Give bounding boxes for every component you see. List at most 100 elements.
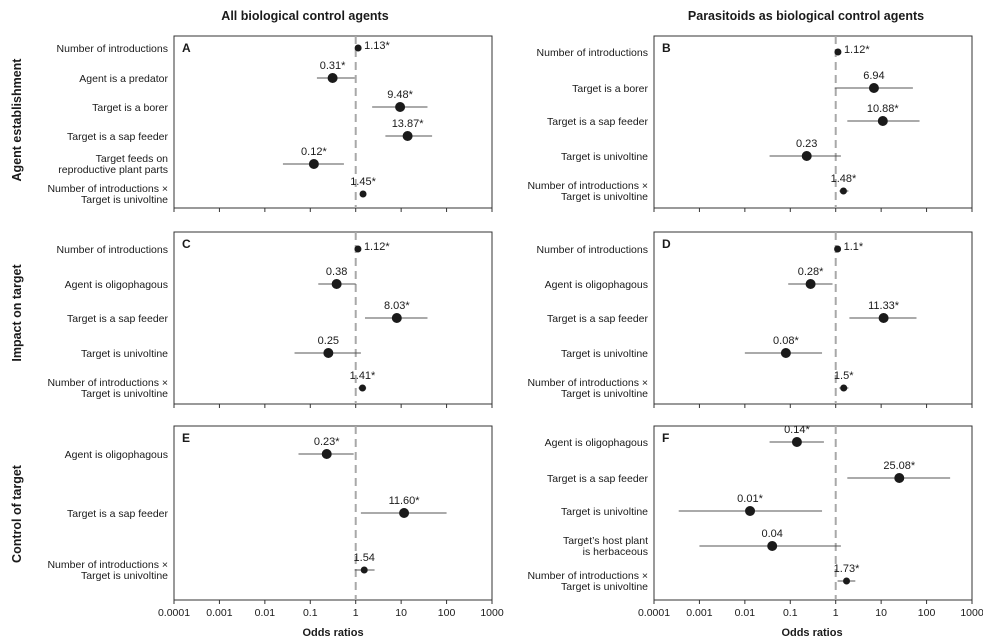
odds-ratio-label: 25.08*: [883, 460, 916, 472]
predictor-label-line: Target is a sap feeder: [67, 313, 168, 325]
x-tick-label-e: 1: [353, 607, 359, 619]
panel-letter-d: D: [662, 237, 671, 251]
predictor-label: Agent is oligophagous: [65, 449, 168, 461]
odds-ratio-point: [877, 116, 888, 126]
x-tick-label-e: 0.001: [206, 607, 232, 619]
odds-ratio-label: 0.31*: [320, 60, 346, 72]
odds-ratio-label: 0.25: [318, 335, 339, 347]
predictor-label: Target is univoltine: [561, 506, 648, 518]
predictor-label: Number of introductions: [537, 244, 648, 256]
predictor-label-line: Number of introductions: [57, 244, 168, 256]
column-title-parasitoids: Parasitoids as biological control agents: [688, 9, 924, 23]
x-tick-label-f: 10: [875, 607, 887, 619]
x-tick-label-e: 100: [438, 607, 456, 619]
predictor-label-line: Target feeds on: [96, 153, 169, 165]
odds-ratio-label: 6.94: [863, 70, 884, 82]
predictor-label: Number of introductions × Target is univo…: [47, 377, 168, 400]
x-tick-label-e: 10: [395, 607, 407, 619]
predictor-label-line: Target is univoltine: [81, 388, 168, 400]
predictor-label: Number of introductions × Target is univo…: [47, 559, 168, 582]
odds-ratio-point: [745, 506, 756, 516]
x-tick-label-f: 0.1: [783, 607, 798, 619]
odds-ratio-point: [308, 159, 319, 169]
odds-ratio-label: 0.23*: [314, 436, 340, 448]
odds-ratio-point: [834, 48, 842, 56]
odds-ratio-point: [399, 508, 410, 518]
odds-ratio-point: [801, 151, 812, 161]
odds-ratio-point: [395, 102, 406, 112]
odds-ratio-point: [834, 245, 842, 253]
x-tick-label-f: 0.001: [686, 607, 712, 619]
odds-ratio-point: [323, 348, 334, 358]
odds-ratio-label: 1.73*: [834, 563, 860, 575]
predictor-label-line: is herbaceous: [583, 546, 648, 558]
predictor-label: Target is a borer: [572, 83, 648, 95]
odds-ratio-label: 0.12*: [301, 146, 327, 158]
predictor-label-line: Target is a sap feeder: [547, 313, 648, 325]
predictor-label-line: Target is univoltine: [561, 191, 648, 203]
predictor-label: Target is univoltine: [561, 151, 648, 163]
x-tick-label-f: 0.0001: [638, 607, 670, 619]
odds-ratio-label: 9.48*: [387, 89, 413, 101]
odds-ratio-point: [321, 449, 332, 459]
odds-ratio-point: [359, 190, 367, 198]
panel-frame-f: [653, 425, 973, 601]
predictor-label: Number of introductions × Target is univo…: [47, 183, 168, 206]
predictor-label-line: Number of introductions: [537, 244, 648, 256]
x-tick-label-e: 0.01: [255, 607, 276, 619]
predictor-label: Number of introductions: [57, 244, 168, 256]
odds-ratio-label: 1.45*: [350, 176, 376, 188]
odds-ratio-label: 1.41*: [350, 370, 376, 382]
predictor-label: Target is univoltine: [561, 348, 648, 360]
odds-ratio-label: 0.23: [796, 138, 817, 150]
x-tick-label-f: 0.01: [735, 607, 756, 619]
odds-ratio-point: [391, 313, 402, 323]
odds-ratio-point: [840, 384, 848, 392]
predictor-label-line: Number of introductions ×: [47, 559, 168, 571]
column-title-all-agents: All biological control agents: [221, 9, 388, 23]
panel-frame-e: [173, 425, 493, 601]
predictor-label: Target’s host plant is herbaceous: [563, 535, 648, 558]
predictor-label-line: Number of introductions ×: [527, 570, 648, 582]
predictor-label-line: Agent is a predator: [79, 73, 168, 85]
odds-ratio-point: [839, 187, 847, 195]
odds-ratio-point: [780, 348, 791, 358]
predictor-label-line: Target is univoltine: [561, 348, 648, 360]
odds-ratio-label: 0.01*: [737, 493, 763, 505]
predictor-label-line: Target is a sap feeder: [67, 131, 168, 143]
panel-letter-e: E: [182, 431, 190, 445]
predictor-label-line: Agent is oligophagous: [65, 279, 168, 291]
odds-ratio-label: 0.04: [761, 528, 782, 540]
predictor-label-line: Agent is oligophagous: [65, 449, 168, 461]
odds-ratio-point: [402, 131, 413, 141]
odds-ratio-point: [358, 384, 366, 392]
predictor-label-line: Target is a borer: [92, 102, 168, 114]
odds-ratio-point: [843, 577, 851, 585]
odds-ratio-point: [868, 83, 879, 93]
predictor-label-line: Number of introductions ×: [527, 180, 648, 192]
panel-frame-a: [173, 35, 493, 209]
predictor-label-line: Number of introductions ×: [47, 377, 168, 389]
odds-ratio-point: [360, 566, 368, 574]
row-title-impact-on-target: Impact on target: [10, 264, 24, 362]
predictor-label: Target is a sap feeder: [67, 131, 168, 143]
predictor-label: Agent is oligophagous: [545, 279, 648, 291]
predictor-label-line: Target is univoltine: [561, 506, 648, 518]
odds-ratio-point: [805, 279, 816, 289]
predictor-label: Target is a borer: [92, 102, 168, 114]
predictor-label: Target is a sap feeder: [547, 313, 648, 325]
predictor-label-line: Number of introductions ×: [47, 183, 168, 195]
x-tick-label-f: 1: [833, 607, 839, 619]
odds-ratio-point: [894, 473, 905, 483]
predictor-label-line: reproductive plant parts: [58, 164, 168, 176]
odds-ratio-label: 1.54: [354, 552, 375, 564]
predictor-label: Number of introductions: [537, 47, 648, 59]
odds-ratio-point: [878, 313, 889, 323]
panel-frame-d: [653, 231, 973, 405]
predictor-label: Number of introductions × Target is univo…: [527, 377, 648, 400]
x-tick-label-f: 1000: [960, 607, 983, 619]
panel-letter-a: A: [182, 41, 191, 55]
predictor-label-line: Target is univoltine: [81, 194, 168, 206]
predictor-label: Number of introductions: [57, 43, 168, 55]
predictor-label: Target is univoltine: [81, 348, 168, 360]
